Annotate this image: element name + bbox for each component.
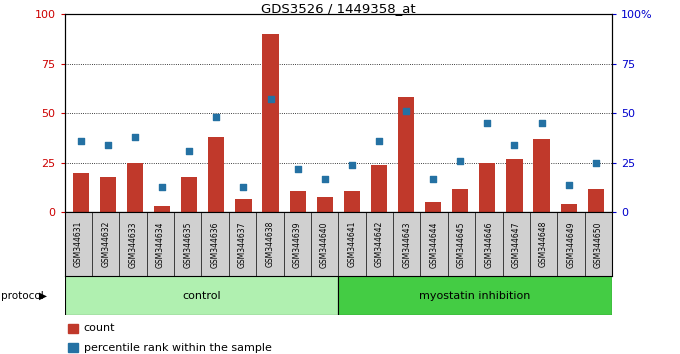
- Point: [320, 176, 330, 182]
- Text: GSM344642: GSM344642: [375, 221, 384, 268]
- Text: GSM344634: GSM344634: [156, 221, 165, 268]
- Text: GSM344631: GSM344631: [74, 221, 83, 268]
- Text: percentile rank within the sample: percentile rank within the sample: [84, 343, 271, 353]
- Text: GSM344650: GSM344650: [594, 221, 602, 268]
- Point: [401, 108, 411, 114]
- Text: GSM344643: GSM344643: [403, 221, 411, 268]
- Point: [563, 182, 574, 188]
- Bar: [560, 205, 577, 212]
- Text: count: count: [84, 323, 115, 333]
- Text: GSM344644: GSM344644: [430, 221, 439, 268]
- Bar: [65, 276, 338, 315]
- Text: ▶: ▶: [39, 291, 48, 301]
- Text: GSM344632: GSM344632: [101, 221, 110, 268]
- Text: protocol: protocol: [1, 291, 44, 301]
- Point: [482, 120, 493, 126]
- Bar: [425, 202, 441, 212]
- Bar: [479, 163, 496, 212]
- Point: [184, 148, 194, 154]
- Bar: [452, 189, 469, 212]
- Bar: [235, 199, 252, 212]
- Point: [75, 138, 86, 144]
- Text: GSM344647: GSM344647: [512, 221, 521, 268]
- Bar: [262, 34, 279, 212]
- Point: [373, 138, 384, 144]
- Bar: [398, 97, 414, 212]
- Bar: [343, 190, 360, 212]
- Point: [346, 162, 357, 168]
- Point: [103, 142, 114, 148]
- Bar: [181, 177, 197, 212]
- Bar: [588, 189, 604, 212]
- Point: [509, 142, 520, 148]
- Text: GSM344641: GSM344641: [347, 221, 356, 268]
- Bar: [100, 177, 116, 212]
- Text: GSM344636: GSM344636: [211, 221, 220, 268]
- Text: GDS3526 / 1449358_at: GDS3526 / 1449358_at: [261, 2, 415, 15]
- Text: GSM344633: GSM344633: [129, 221, 137, 268]
- Text: GSM344645: GSM344645: [457, 221, 466, 268]
- Bar: [317, 196, 333, 212]
- Text: myostatin inhibition: myostatin inhibition: [420, 291, 531, 301]
- Bar: [371, 165, 387, 212]
- Bar: [208, 137, 224, 212]
- Bar: [507, 159, 522, 212]
- Point: [536, 120, 547, 126]
- Bar: [290, 190, 306, 212]
- Text: GSM344638: GSM344638: [265, 221, 274, 268]
- Text: GSM344640: GSM344640: [320, 221, 329, 268]
- Point: [238, 184, 249, 189]
- Text: GSM344637: GSM344637: [238, 221, 247, 268]
- Point: [292, 166, 303, 172]
- Point: [455, 158, 466, 164]
- Point: [156, 184, 167, 189]
- Text: control: control: [182, 291, 221, 301]
- Text: GSM344639: GSM344639: [293, 221, 302, 268]
- Point: [130, 134, 141, 140]
- Point: [265, 97, 276, 102]
- Bar: [338, 276, 612, 315]
- Bar: [73, 173, 89, 212]
- Text: GSM344635: GSM344635: [184, 221, 192, 268]
- Text: GSM344646: GSM344646: [484, 221, 493, 268]
- Bar: [154, 206, 170, 212]
- Point: [590, 160, 601, 166]
- Text: GSM344649: GSM344649: [566, 221, 575, 268]
- Bar: [533, 139, 549, 212]
- Bar: [127, 163, 143, 212]
- Point: [211, 114, 222, 120]
- Text: GSM344648: GSM344648: [539, 221, 548, 268]
- Point: [428, 176, 439, 182]
